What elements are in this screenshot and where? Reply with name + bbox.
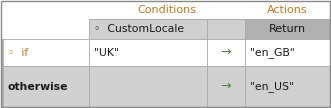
Bar: [1, 66, 3, 107]
Text: ◦  CustomLocale: ◦ CustomLocale: [94, 24, 184, 34]
Bar: [245, 39, 330, 66]
Bar: [207, 66, 245, 107]
Text: Conditions: Conditions: [137, 5, 197, 15]
Text: "en_US": "en_US": [250, 81, 294, 92]
Bar: [89, 19, 207, 39]
Text: ◦  if: ◦ if: [8, 48, 28, 57]
Text: Return: Return: [269, 24, 306, 34]
Bar: [1, 39, 3, 66]
Bar: [207, 39, 245, 66]
Bar: [245, 19, 330, 39]
Bar: [89, 39, 207, 66]
Bar: [1, 1, 89, 19]
Text: Actions: Actions: [267, 5, 308, 15]
Text: →: →: [221, 46, 231, 59]
Bar: [245, 1, 330, 19]
Text: otherwise: otherwise: [8, 82, 69, 91]
Bar: [1, 19, 89, 39]
Text: "en_GB": "en_GB": [250, 47, 295, 58]
Bar: [3, 39, 89, 66]
Bar: [207, 19, 245, 39]
Bar: [3, 66, 89, 107]
Bar: [245, 66, 330, 107]
Bar: [89, 66, 207, 107]
Bar: [89, 1, 245, 19]
Text: "UK": "UK": [94, 48, 119, 57]
Text: →: →: [221, 80, 231, 93]
